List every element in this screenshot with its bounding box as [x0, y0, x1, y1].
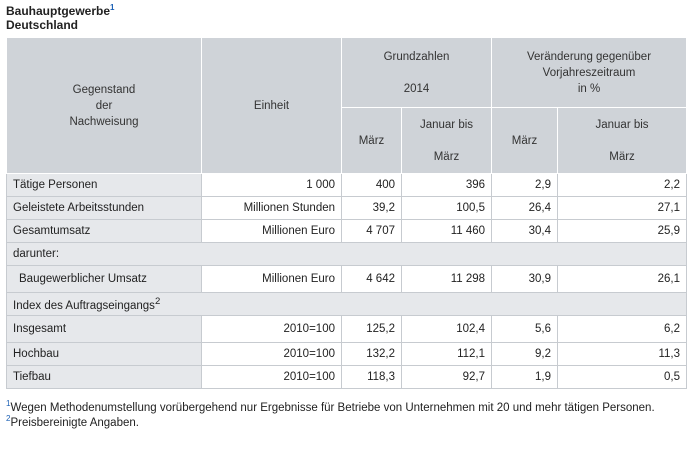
index-footnote-ref[interactable]: 2 — [154, 296, 161, 308]
table-title: Bauhauptgewerbe1 Deutschland — [6, 3, 686, 33]
row-value: 39,2 — [341, 196, 402, 220]
row-unit: Millionen Stunden — [201, 196, 342, 220]
footnote-1: 1Wegen Methodenumstellung vorübergehend … — [6, 399, 655, 414]
header-marz-2: März — [491, 107, 559, 174]
header-veraenderung: Veränderung gegenüber Vorjahreszeitraum … — [491, 37, 688, 108]
row-value: 4 642 — [341, 265, 402, 293]
header-januar-1: Januar bis März — [400, 107, 493, 174]
row-label: Baugewerblicher Umsatz — [6, 265, 202, 293]
row-value: 0,5 — [557, 365, 688, 389]
row-value: 11,3 — [557, 342, 688, 366]
row-unit: 1 000 — [201, 173, 342, 197]
table-row: Gesamtumsatz Millionen Euro 4 707 11 460… — [6, 219, 688, 243]
row-value: 30,4 — [491, 219, 559, 243]
row-value: 100,5 — [400, 196, 493, 220]
row-unit: 2010=100 — [201, 315, 342, 343]
row-unit: 2010=100 — [201, 342, 342, 366]
row-value: 4 707 — [341, 219, 402, 243]
row-value: 2,2 — [557, 173, 688, 197]
row-value: 6,2 — [557, 315, 688, 343]
row-value: 25,9 — [557, 219, 688, 243]
table-row-section: darunter: — [5, 242, 688, 266]
row-label: Insgesamt — [6, 315, 202, 343]
page: Bauhauptgewerbe1 Deutschland Gegenstand … — [5, 3, 688, 431]
row-unit: Millionen Euro — [201, 219, 342, 243]
row-value: 9,2 — [491, 342, 559, 366]
header-marz-1: März — [341, 107, 402, 174]
row-unit: 2010=100 — [201, 365, 342, 389]
title-line1: Bauhauptgewerbe — [6, 4, 111, 18]
header-grundzahlen: Grundzahlen 2014 — [340, 37, 493, 108]
row-value: 125,2 — [341, 315, 402, 343]
table-row: Hochbau 2010=100 132,2 112,1 9,2 11,3 — [6, 342, 688, 366]
row-value: 1,9 — [491, 365, 559, 389]
title-line2: Deutschland — [6, 18, 79, 32]
row-value: 30,9 — [491, 265, 559, 293]
row-value: 11 298 — [400, 265, 493, 293]
row-value: 118,3 — [341, 365, 402, 389]
row-value: 5,6 — [491, 315, 559, 343]
header-year: 2014 — [403, 82, 430, 95]
row-value: 132,2 — [341, 342, 402, 366]
row-value: 27,1 — [557, 196, 688, 220]
row-label: Tätige Personen — [6, 173, 202, 197]
row-label: darunter: — [5, 242, 688, 266]
row-label: Gesamtumsatz — [6, 219, 202, 243]
table-row: Baugewerblicher Umsatz Millionen Euro 4 … — [6, 265, 688, 293]
table-row: Tätige Personen 1 000 400 396 2,9 2,2 — [6, 173, 688, 197]
row-value: 396 — [400, 173, 493, 197]
row-unit: Millionen Euro — [201, 265, 342, 293]
row-value: 102,4 — [400, 315, 493, 343]
header-januar-2: Januar bis März — [557, 107, 688, 174]
header-gegenstand: Gegenstand der Nachweisung — [6, 37, 202, 174]
row-label: Index des Auftragseingangs2 — [5, 292, 688, 316]
table-row: Insgesamt 2010=100 125,2 102,4 5,6 6,2 — [6, 315, 688, 343]
row-value: 112,1 — [400, 342, 493, 366]
row-label: Tiefbau — [6, 365, 202, 389]
row-label: Hochbau — [6, 342, 202, 366]
table-row: Tiefbau 2010=100 118,3 92,7 1,9 0,5 — [6, 365, 688, 389]
table-row-section: Index des Auftragseingangs2 — [5, 292, 688, 316]
footnote-2: 2Preisbereinigte Angaben. — [6, 414, 139, 429]
row-value: 2,9 — [491, 173, 559, 197]
row-value: 26,1 — [557, 265, 688, 293]
table-row: Geleistete Arbeitsstunden Millionen Stun… — [6, 196, 688, 220]
row-label: Geleistete Arbeitsstunden — [6, 196, 202, 220]
title-footnote-ref[interactable]: 1 — [110, 3, 115, 12]
row-value: 92,7 — [400, 365, 493, 389]
row-value: 400 — [341, 173, 402, 197]
data-table: Gegenstand der Nachweisung Einheit Grund… — [5, 37, 688, 389]
footnotes: 1Wegen Methodenumstellung vorübergehend … — [6, 399, 686, 431]
header-einheit: Einheit — [201, 37, 342, 174]
row-value: 11 460 — [400, 219, 493, 243]
row-value: 26,4 — [491, 196, 559, 220]
